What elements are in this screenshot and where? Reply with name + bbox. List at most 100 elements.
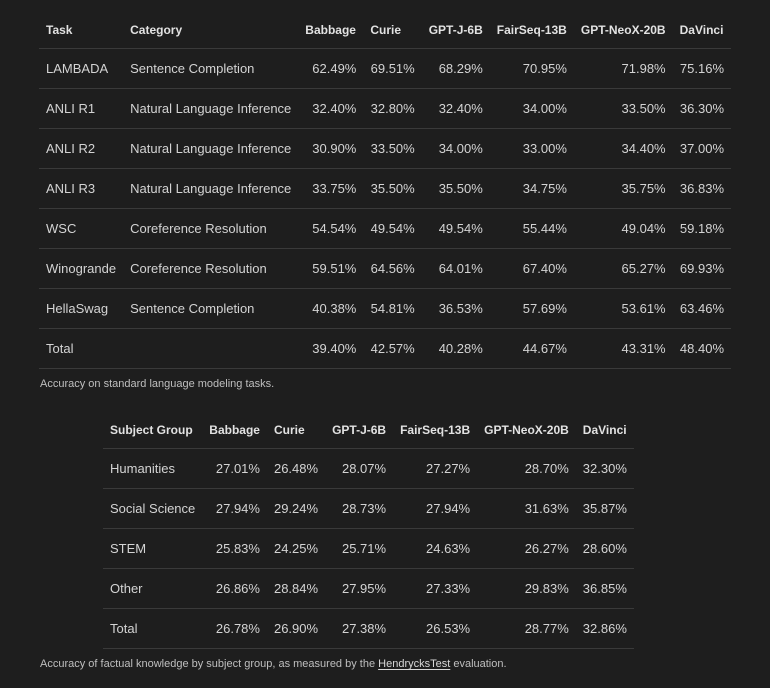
table-cell-value: 71.98%: [573, 48, 673, 89]
table-cell-value: 44.67%: [489, 328, 574, 369]
table-cell-value: 27.94%: [393, 488, 478, 529]
column-header-davinci: DaVinci: [582, 423, 627, 437]
table-cell-value: 53.61%: [573, 288, 673, 329]
table-cell-label: Sentence Completion: [123, 48, 299, 89]
table-cell-value: 42.57%: [363, 328, 422, 369]
table-cell-value: 36.83%: [672, 168, 731, 209]
table-cell-value: 57.69%: [489, 288, 574, 329]
table-cell-value: 34.00%: [421, 128, 490, 169]
table-cell-value: 36.53%: [421, 288, 490, 329]
table-cell-value: 64.56%: [363, 248, 422, 289]
language-modeling-table: Task Category Babbage Curie GPT-J-6B Fai…: [39, 12, 731, 369]
table-cell-label: Total: [39, 328, 124, 369]
table-cell-label: LAMBADA: [39, 48, 124, 89]
table-cell-value: 26.48%: [266, 448, 326, 489]
table-row: Winogrande Coreference Resolution 59.51% 64…: [39, 248, 731, 289]
table-cell-value: 65.27%: [573, 248, 673, 289]
column-header-fairseq-13b: FairSeq-13B: [400, 423, 471, 437]
table-cell-value: 35.87%: [575, 488, 634, 529]
table-row: Total 26.78% 26.90% 27.38% 26.53% 28.77% 32.86…: [103, 608, 634, 649]
column-header-babbage: Babbage: [209, 423, 260, 437]
column-header-task: Task: [46, 23, 73, 37]
table-header-row: Task Category Babbage Curie GPT-J-6B Fai…: [39, 12, 731, 49]
table-cell-value: 49.54%: [363, 208, 422, 249]
table-cell-value: 55.44%: [489, 208, 574, 249]
table-cell-value: 43.31%: [573, 328, 673, 369]
table-cell-label: Natural Language Inference: [123, 168, 299, 209]
table-cell-value: 26.86%: [202, 568, 267, 609]
table-cell-value: 37.00%: [672, 128, 731, 169]
table-cell-value: 75.16%: [672, 48, 731, 89]
hendryckstest-link[interactable]: HendrycksTest: [378, 658, 451, 670]
table-cell-value: 28.60%: [575, 528, 634, 569]
table-cell-value: 32.86%: [575, 608, 634, 649]
table-cell-value: 35.50%: [363, 168, 422, 209]
table-cell-value: 70.95%: [489, 48, 574, 89]
table-cell-label: Sentence Completion: [123, 288, 299, 329]
table-cell-value: 34.40%: [573, 128, 673, 169]
subject-group-table: Subject Group Babbage Curie GPT-J-6B Fai…: [103, 412, 634, 649]
table-cell-label: HellaSwag: [39, 288, 124, 329]
table-cell-value: 27.94%: [202, 488, 267, 529]
table-cell-value: 31.63%: [477, 488, 576, 529]
table-cell-value: 34.00%: [489, 88, 574, 129]
table-row: LAMBADA Sentence Completion 62.49% 69.51% 68…: [39, 48, 731, 89]
table-cell-value: 69.51%: [363, 48, 422, 89]
column-header-gpt-neox-20b: GPT-NeoX-20B: [580, 23, 666, 37]
table-cell-value: 59.18%: [672, 208, 731, 249]
table-row: Other 26.86% 28.84% 27.95% 27.33% 29.83% 36.85…: [103, 568, 634, 609]
table-cell-value: 36.85%: [575, 568, 634, 609]
table-cell-value: 26.78%: [202, 608, 267, 649]
table-cell-label: Other: [103, 568, 203, 609]
table-cell-value: 35.50%: [421, 168, 490, 209]
table-cell-value: 28.70%: [477, 448, 576, 489]
column-header-babbage: Babbage: [305, 23, 356, 37]
table-cell-label: Humanities: [103, 448, 203, 489]
table-cell-value: 28.84%: [266, 568, 326, 609]
table-cell-value: 68.29%: [421, 48, 490, 89]
table-row: Humanities 27.01% 26.48% 28.07% 27.27% 28.70%…: [103, 448, 634, 489]
table-cell-value: 36.30%: [672, 88, 731, 129]
table-cell-value: 62.49%: [298, 48, 364, 89]
column-header-curie: Curie: [273, 423, 305, 437]
table-cell-label: Natural Language Inference: [123, 128, 299, 169]
table-cell-value: 67.40%: [489, 248, 574, 289]
table-cell-value: 32.80%: [363, 88, 422, 129]
table-cell-value: 26.27%: [477, 528, 576, 569]
table-cell-value: 39.40%: [298, 328, 364, 369]
table-caption: Accuracy on standard language modeling t…: [40, 378, 275, 390]
table-cell-value: 33.00%: [489, 128, 574, 169]
table-row: ANLI R2 Natural Language Inference 30.90% 3…: [39, 128, 731, 169]
table-cell-label: Winogrande: [39, 248, 124, 289]
table-cell-value: 32.40%: [421, 88, 490, 129]
table-cell-value: 49.04%: [573, 208, 673, 249]
table-cell-value: 27.38%: [325, 608, 394, 649]
table-row: STEM 25.83% 24.25% 25.71% 24.63% 26.27% 28.60%: [103, 528, 634, 569]
table-cell-value: 26.53%: [393, 608, 478, 649]
table-cell-value: 40.38%: [298, 288, 364, 329]
table-cell-value: 24.63%: [393, 528, 478, 569]
table-cell-value: 33.50%: [363, 128, 422, 169]
table-row: WSC Coreference Resolution 54.54% 49.54% 49.…: [39, 208, 731, 249]
caption-text: Accuracy of factual knowledge by subject…: [40, 658, 379, 670]
table-cell-label: STEM: [103, 528, 203, 569]
table-cell-value: 40.28%: [421, 328, 490, 369]
table-cell-value: 49.54%: [421, 208, 490, 249]
column-header-gpt-j-6b: GPT-J-6B: [428, 23, 483, 37]
column-header-davinci: DaVinci: [679, 23, 724, 37]
table-cell-value: 27.95%: [325, 568, 394, 609]
table-cell-value: 35.75%: [573, 168, 673, 209]
table-cell-value: 59.51%: [298, 248, 364, 289]
table-cell-value: 33.50%: [573, 88, 673, 129]
table-cell-value: 54.54%: [298, 208, 364, 249]
table-cell-label: Natural Language Inference: [123, 88, 299, 129]
table-cell-value: 25.83%: [202, 528, 267, 569]
table-row: ANLI R1 Natural Language Inference 32.40% 3…: [39, 88, 731, 129]
table-cell-value: 27.33%: [393, 568, 478, 609]
table-cell-value: 34.75%: [489, 168, 574, 209]
column-header-subject-group: Subject Group: [110, 423, 193, 437]
table-row: HellaSwag Sentence Completion 40.38% 54.81%…: [39, 288, 731, 329]
table-row: ANLI R3 Natural Language Inference 33.75% 3…: [39, 168, 731, 209]
table-cell-label: Total: [103, 608, 203, 649]
table-cell-value: 64.01%: [421, 248, 490, 289]
